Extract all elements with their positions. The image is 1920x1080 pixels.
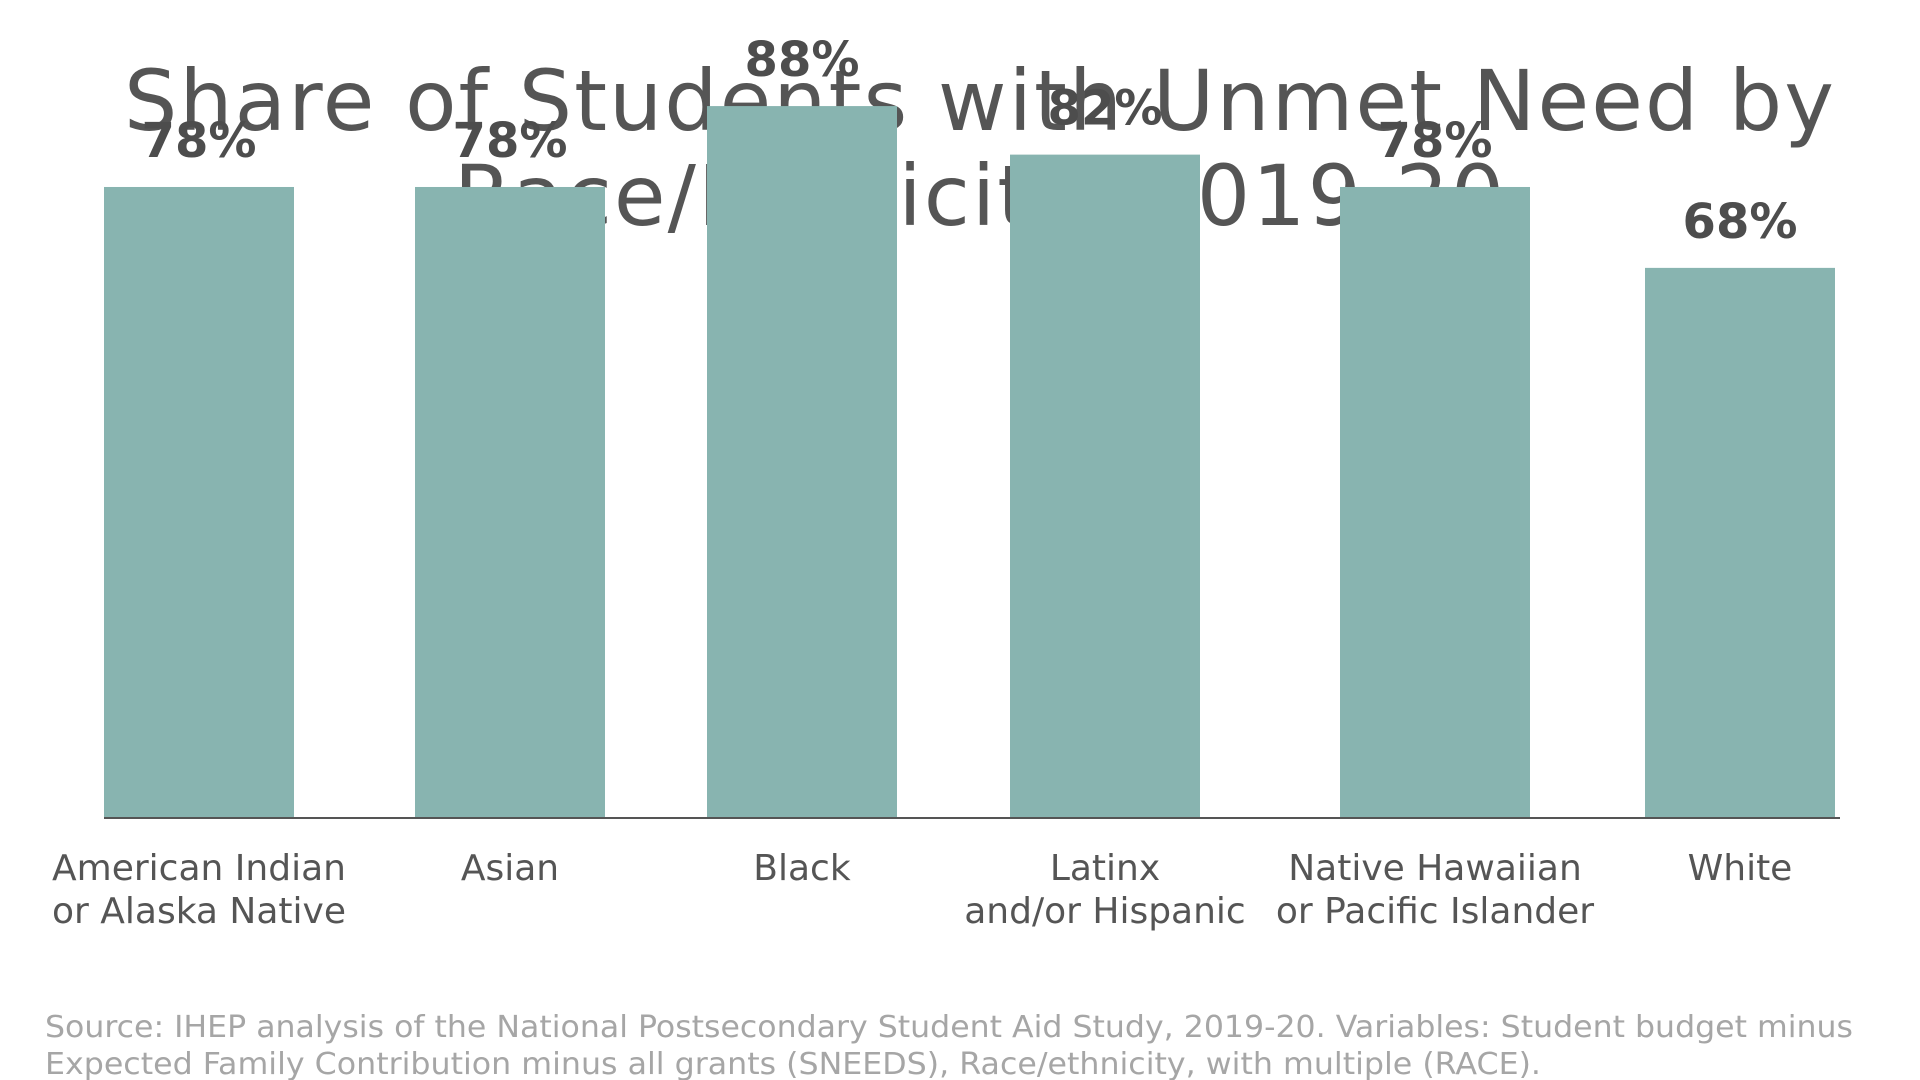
chart-title-line: Share of Students with Unmet Need by [124,52,1836,150]
bars [104,106,1835,819]
bar [104,186,294,819]
category-label: Native Hawaiian [1288,848,1582,889]
source-note: Source: IHEP analysis of the National Po… [45,1010,1853,1080]
chart-title-line: Race/Ethnicity, 2019-20 [454,147,1507,245]
bar [415,186,605,819]
data-label: 82% [1048,81,1163,137]
data-label: 88% [745,32,860,88]
data-label: 78% [142,113,257,169]
category-label: American Indian [52,848,346,889]
bar [1645,267,1835,818]
data-label: 78% [1378,113,1493,169]
data-label: 68% [1683,194,1798,250]
bar [1340,186,1530,819]
bar [707,106,897,818]
category-label: Latinx [1050,848,1160,889]
category-label: Asian [461,848,559,889]
source-line: Source: IHEP analysis of the National Po… [45,1010,1853,1045]
source-line: Expected Family Contribution minus all g… [45,1047,1541,1080]
value-labels: 78% 78% 88% 82% 78% 68% [142,32,1798,250]
data-label: 78% [453,113,568,169]
category-label: or Alaska Native [52,891,346,932]
category-label: or Pacific Islander [1276,891,1594,932]
category-label: Black [753,848,851,889]
bar [1010,154,1200,818]
category-label: White [1688,848,1793,889]
chart-title: Share of Students with Unmet Need byRace… [124,52,1836,245]
category-label: and/or Hispanic [964,891,1245,932]
